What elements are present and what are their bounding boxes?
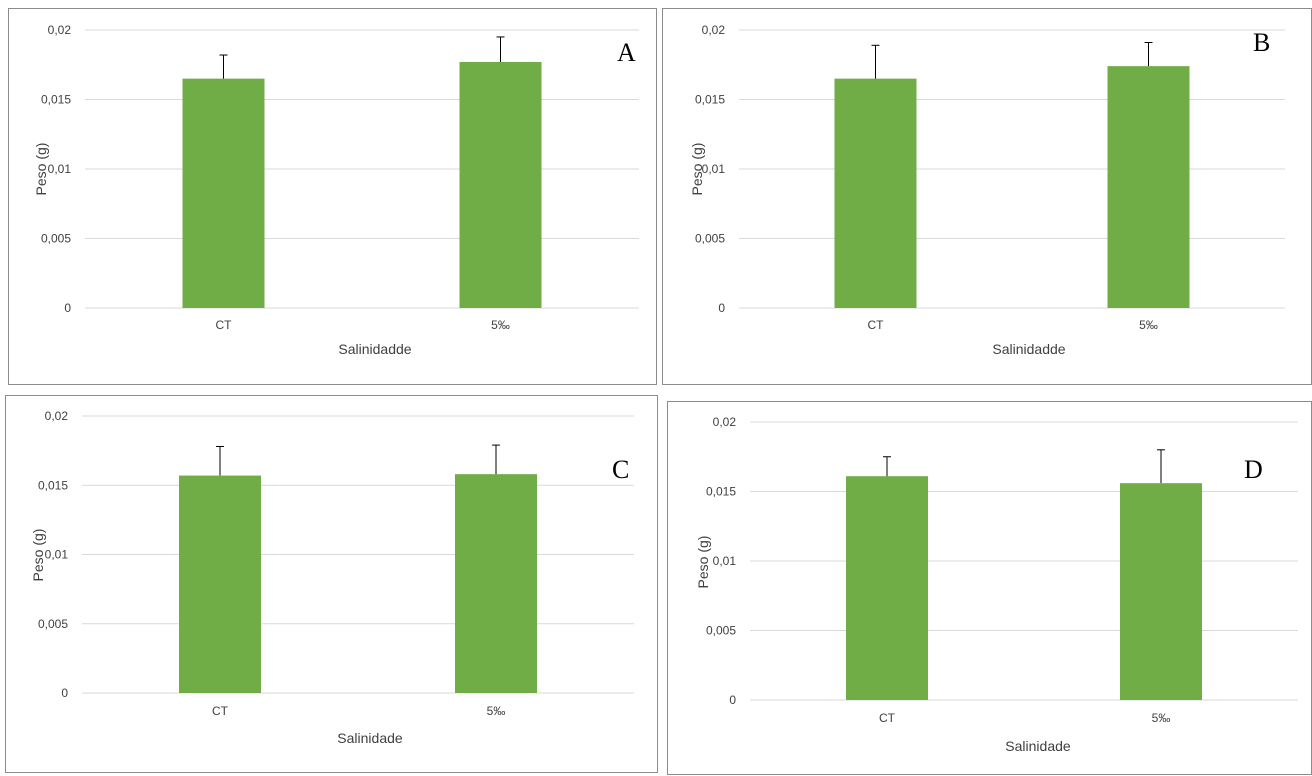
y-tick-label: 0,01: [45, 548, 69, 562]
x-tick-label: CT: [879, 711, 896, 725]
y-tick-label: 0,01: [713, 554, 737, 568]
panel-letter: A: [617, 38, 636, 67]
panel-letter: B: [1253, 28, 1270, 57]
y-tick-label: 0,01: [702, 162, 726, 176]
y-tick-label: 0,015: [706, 485, 736, 499]
y-tick-label: 0,01: [48, 162, 72, 176]
x-axis-title: Salinidade: [337, 730, 403, 746]
y-tick-label: 0,02: [48, 23, 72, 37]
y-tick-label: 0,015: [38, 478, 68, 492]
y-tick-label: 0,005: [695, 232, 725, 246]
y-tick-label: 0,005: [41, 232, 71, 246]
bar: [459, 61, 542, 308]
chart-panel-a: 0 0,005 0,01 0,015 0,02 CT 5‰ Salinidadde Peso (…: [8, 8, 657, 385]
y-tick-label: 0,02: [45, 409, 69, 423]
bar-chart-c: 0 0,005 0,01 0,015 0,02 CT 5‰ Salinidade Peso (g…: [30, 409, 634, 746]
y-tick-label: 0: [729, 693, 736, 707]
chart-panel-b: 0 0,005 0,01 0,015 0,02 CT 5‰ Salinidadde Peso (…: [662, 8, 1312, 385]
panel-letter: C: [612, 455, 629, 484]
y-axis-title: Peso (g): [30, 529, 46, 582]
y-axis-title: Peso (g): [33, 143, 49, 196]
y-tick-label: 0,005: [706, 624, 736, 638]
x-tick-label: 5‰: [1152, 711, 1171, 725]
y-tick-label: 0,015: [695, 93, 725, 107]
y-tick-label: 0: [61, 686, 68, 700]
chart-panel-c: 0 0,005 0,01 0,015 0,02 CT 5‰ Salinidade Peso (g…: [5, 395, 658, 773]
bar: [834, 78, 917, 309]
bar-chart-a: 0 0,005 0,01 0,015 0,02 CT 5‰ Salinidadde Peso (…: [33, 23, 639, 357]
panel-letter: D: [1244, 455, 1263, 484]
y-tick-label: 0,02: [702, 23, 726, 37]
x-axis-title: Salinidadde: [992, 341, 1065, 357]
x-axis-title: Salinidadde: [338, 341, 411, 357]
x-tick-label: 5‰: [491, 318, 510, 332]
bar: [846, 476, 928, 700]
y-tick-label: 0: [64, 301, 71, 315]
y-tick-label: 0: [718, 301, 725, 315]
bar: [1107, 66, 1190, 308]
x-tick-label: CT: [216, 318, 233, 332]
y-tick-label: 0,005: [38, 617, 68, 631]
bar: [455, 474, 537, 693]
bar: [182, 78, 265, 309]
y-axis-title: Peso (g): [689, 143, 705, 196]
x-tick-label: 5‰: [1139, 318, 1158, 332]
chart-panel-d: 0 0,005 0,01 0,015 0,02 CT 5‰ Salinidade Peso (g…: [667, 401, 1312, 775]
bar-chart-b: 0 0,005 0,01 0,015 0,02 CT 5‰ Salinidadde Peso (…: [689, 23, 1285, 357]
bar: [1120, 483, 1202, 700]
x-axis-title: Salinidade: [1005, 738, 1071, 754]
y-tick-label: 0,015: [41, 93, 71, 107]
x-tick-label: CT: [212, 704, 229, 718]
bar-chart-d: 0 0,005 0,01 0,015 0,02 CT 5‰ Salinidade Peso (g…: [695, 415, 1298, 754]
y-axis-title: Peso (g): [695, 536, 711, 589]
bar: [179, 475, 261, 693]
y-tick-label: 0,02: [713, 415, 737, 429]
x-tick-label: 5‰: [487, 704, 506, 718]
x-tick-label: CT: [868, 318, 885, 332]
